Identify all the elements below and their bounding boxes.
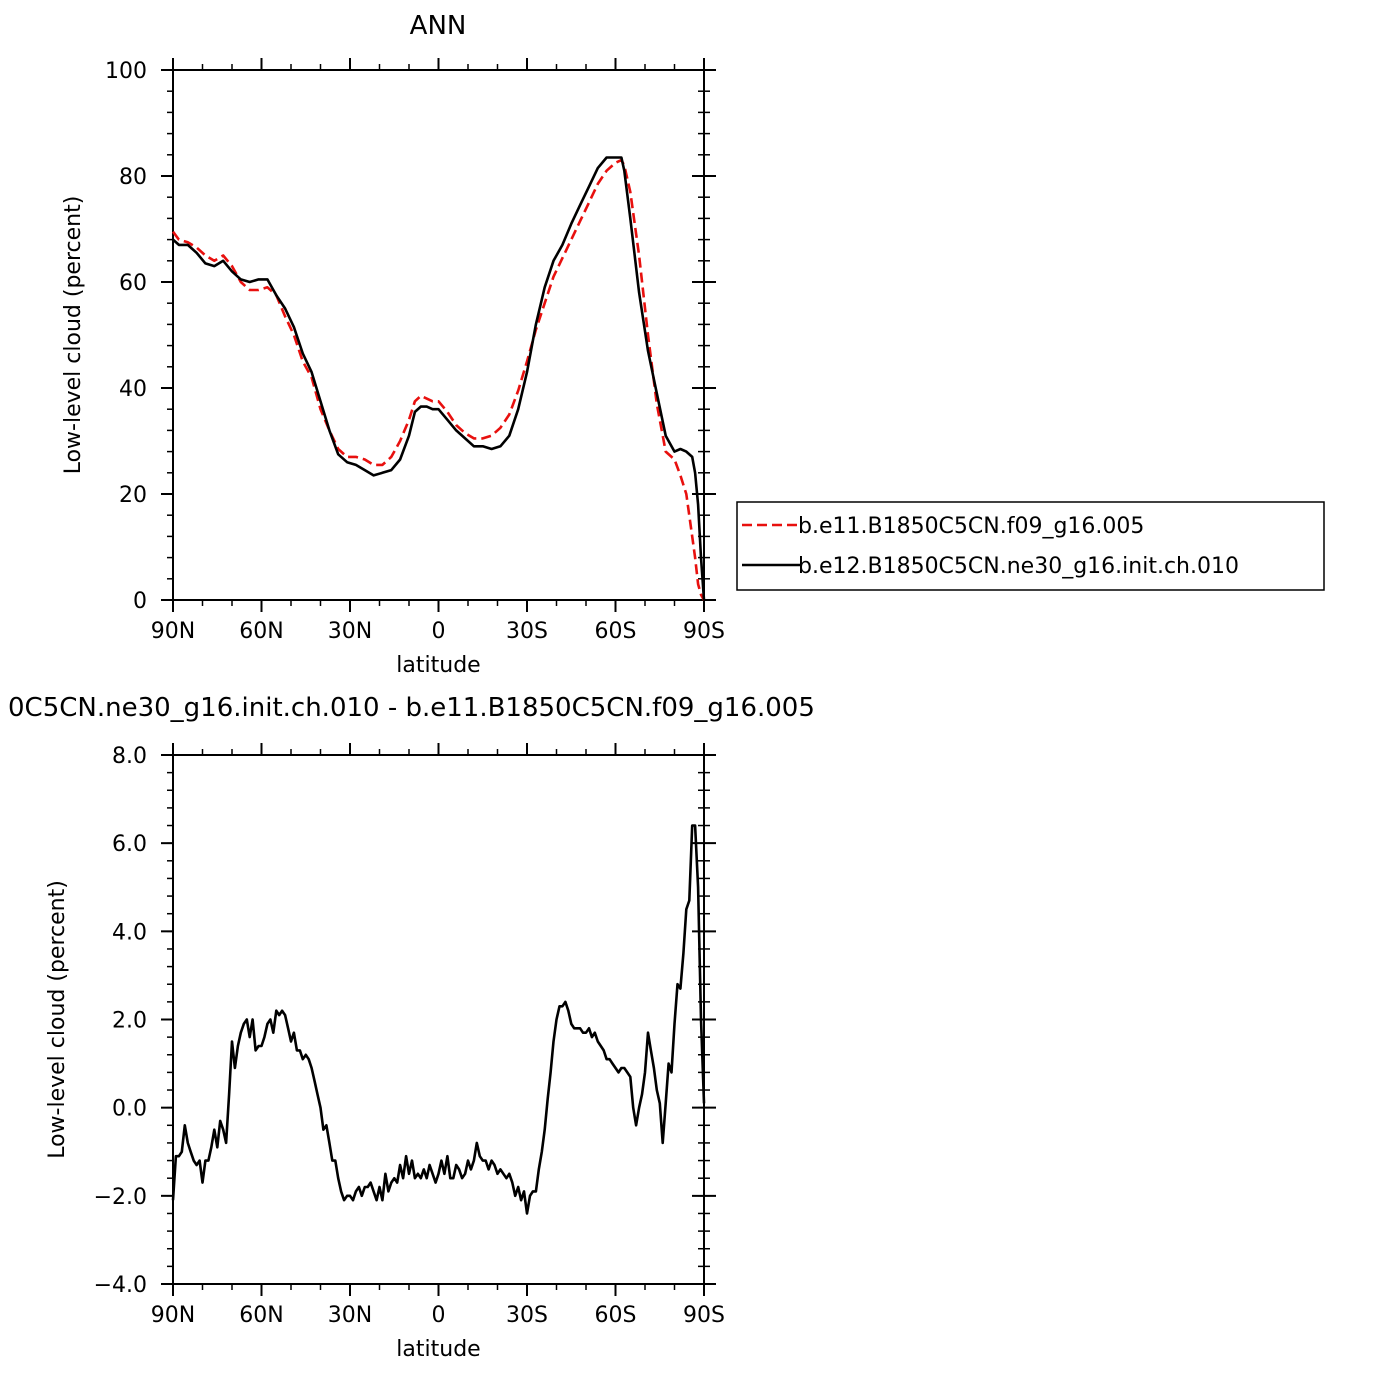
x-tick-label: 60S	[595, 1303, 637, 1328]
legend-label-2: b.e12.B1850C5CN.ne30_g16.init.ch.010	[798, 554, 1239, 579]
x-tick-label: 60N	[239, 1303, 283, 1328]
y-tick-label: 20	[119, 483, 147, 508]
y-axis-title: Low-level cloud (percent)	[61, 196, 86, 475]
y-tick-label: −4.0	[94, 1273, 147, 1298]
legend-box	[736, 501, 1325, 591]
x-tick-label: 60S	[595, 619, 637, 644]
x-tick-label: 90N	[151, 1303, 195, 1328]
series-line-2	[172, 156, 706, 601]
top-line-chart: ANN 90N 60N 30N 0 30S 60S 90S 0 20 40 60 80 100 latitu…	[61, 11, 1325, 678]
x-tick-label: 0	[432, 619, 446, 644]
y-tick-label: 0.0	[112, 1097, 147, 1122]
x-axis-title: latitude	[396, 1337, 480, 1362]
x-tick-label: 30N	[328, 619, 372, 644]
legend: b.e11.B1850C5CN.f09_g16.005 b.e12.B1850C5…	[736, 501, 1325, 591]
x-axis-title: latitude	[396, 653, 480, 678]
y-tick-label: 60	[119, 271, 147, 296]
y-tick-label: 8.0	[112, 744, 147, 769]
y-tick-label: 4.0	[112, 920, 147, 945]
x-tick-label: 90S	[683, 1303, 725, 1328]
x-tick-label: 90S	[683, 619, 725, 644]
x-tick-label: 30N	[328, 1303, 372, 1328]
series-line-1	[171, 158, 706, 601]
x-tick-label: 30S	[506, 619, 548, 644]
legend-label-1: b.e11.B1850C5CN.f09_g16.005	[798, 514, 1144, 539]
y-axis-title: Low-level cloud (percent)	[45, 880, 70, 1159]
y-tick-label: 6.0	[112, 832, 147, 857]
y-tick-label: 80	[119, 165, 147, 190]
y-tick-label: 40	[119, 377, 147, 402]
y-tick-label: −2.0	[94, 1185, 147, 1210]
chart-title: 0C5CN.ne30_g16.init.ch.010 - b.e11.B1850…	[8, 693, 815, 723]
plot-frame	[172, 69, 705, 601]
difference-line-chart: 0C5CN.ne30_g16.init.ch.010 - b.e11.B1850…	[8, 693, 815, 1362]
y-tick-label: 100	[105, 59, 147, 84]
x-tick-label: 0	[432, 1303, 446, 1328]
x-tick-label: 60N	[239, 619, 283, 644]
series-line-1	[171, 824, 706, 1215]
y-tick-label: 2.0	[112, 1009, 147, 1034]
y-tick-label: 0	[133, 589, 147, 614]
chart-title: ANN	[410, 11, 467, 41]
x-tick-label: 90N	[151, 619, 195, 644]
x-tick-label: 30S	[506, 1303, 548, 1328]
